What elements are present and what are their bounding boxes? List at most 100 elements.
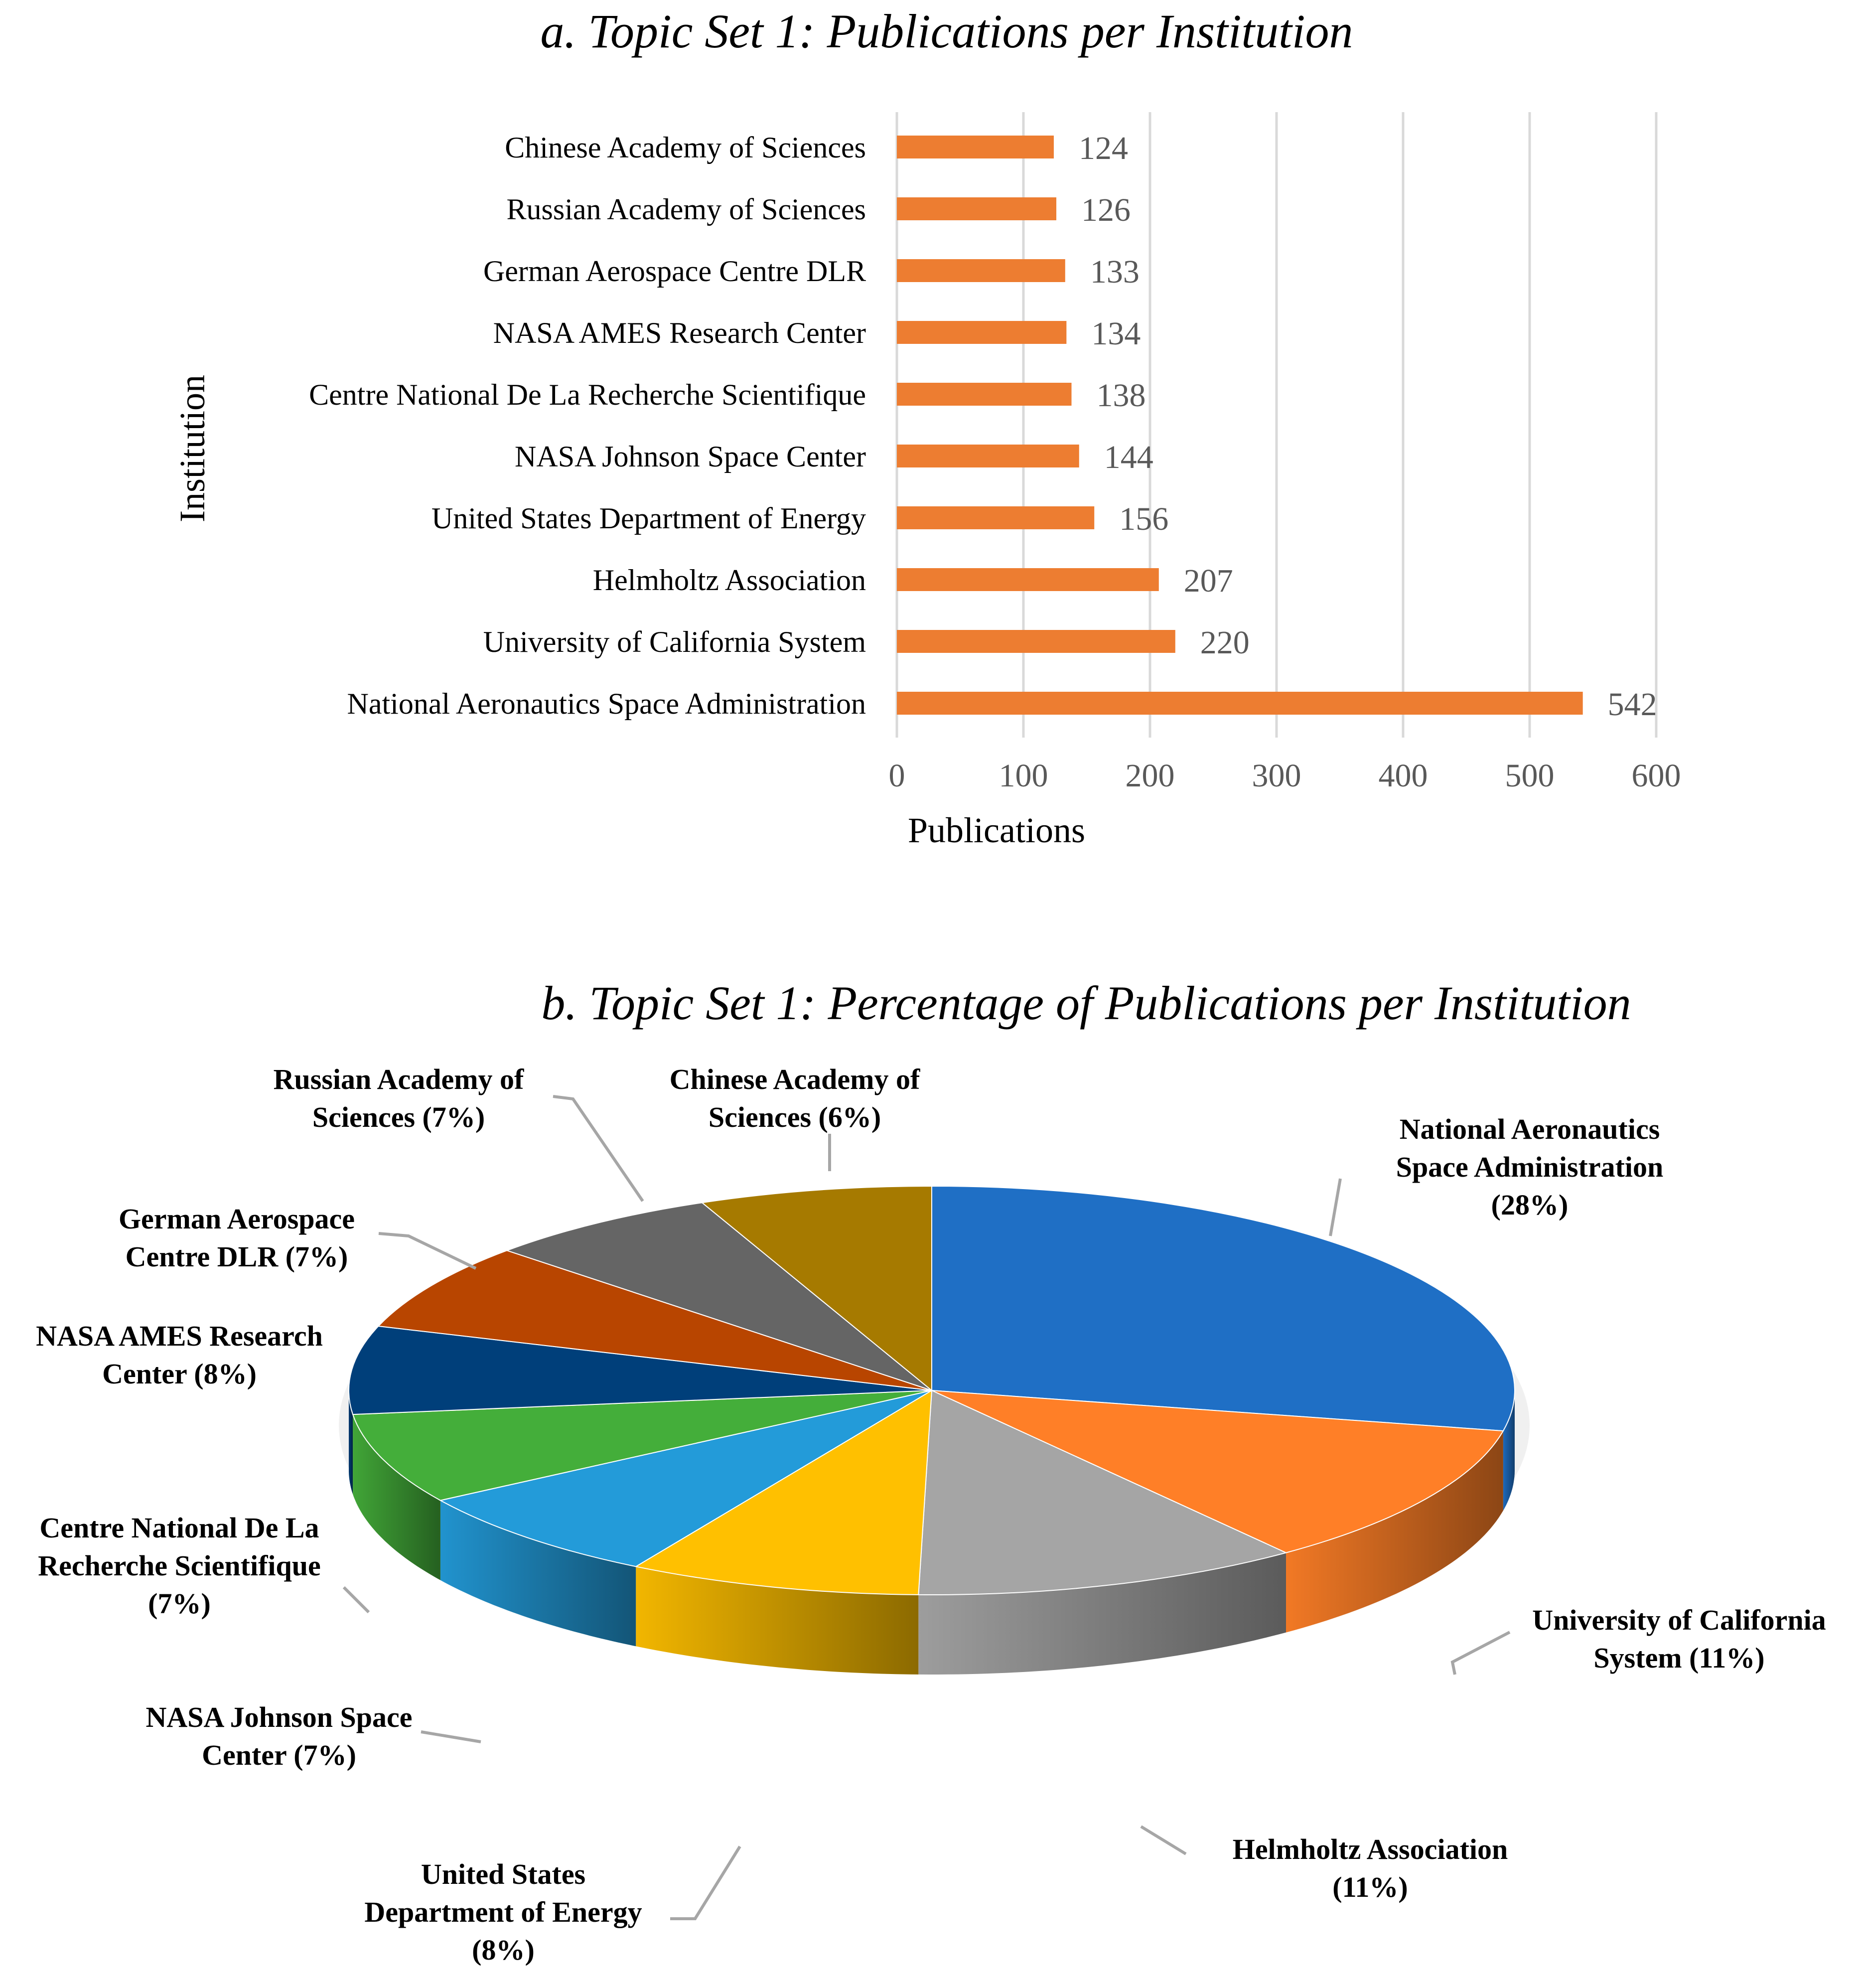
pie-slice xyxy=(918,1389,1287,1596)
bar-value-label: 156 xyxy=(1119,501,1168,537)
pie-leader-line xyxy=(342,1586,370,1614)
pie-slice xyxy=(701,1185,932,1392)
pie-label-line: Department of Energy xyxy=(364,1896,642,1928)
pie-label: University of California System (11%) xyxy=(1532,1604,1826,1674)
pie-label-line: Chinese Academy of xyxy=(670,1063,920,1095)
bar-value-label: 134 xyxy=(1091,315,1141,352)
pie-label-line: NASA Johnson Space xyxy=(145,1701,412,1733)
bar-chart-category-label: NASA AMES Research Center xyxy=(493,316,866,349)
pie-label-line: (8%) xyxy=(472,1934,535,1966)
bar xyxy=(897,136,1054,158)
pie-slice-side xyxy=(918,1552,1286,1675)
pie-side-walls xyxy=(349,1390,1515,1675)
pie-leader-line xyxy=(378,1232,477,1270)
bar-chart-category-label: Russian Academy of Sciences xyxy=(507,193,866,226)
pie-leader-line xyxy=(421,1730,481,1743)
bar xyxy=(897,321,1067,344)
pie-label-line: Helmholtz Association xyxy=(1233,1833,1508,1865)
pie-label-line: System (11%) xyxy=(1593,1642,1764,1674)
bar-chart-y-axis-title: Institution xyxy=(172,375,212,522)
pie-label: Chinese Academy of Sciences (6%) xyxy=(670,1063,920,1133)
pie-slice xyxy=(931,1390,1504,1553)
bar-value-label: 220 xyxy=(1200,624,1250,661)
pie-slice-side xyxy=(353,1414,440,1580)
bar-chart-category-label: University of California System xyxy=(483,625,866,658)
bar-chart-category-label: National Aeronautics Space Administratio… xyxy=(347,687,866,720)
bar xyxy=(897,383,1072,406)
bar-chart-x-tick-label: 200 xyxy=(1126,758,1175,794)
bar-chart-bars xyxy=(897,136,1583,715)
pie-leader-lines xyxy=(342,1095,1511,1920)
bar-chart-category-label: Centre National De La Recherche Scientif… xyxy=(309,378,866,411)
pie-label-line: Recherche Scientifique xyxy=(38,1549,321,1582)
bar-chart-x-tick-label: 0 xyxy=(889,758,905,794)
bar xyxy=(897,197,1057,220)
bar xyxy=(897,568,1159,591)
bar xyxy=(897,506,1095,529)
pie-leader-line xyxy=(670,1845,741,1920)
pie-slice-side xyxy=(636,1566,919,1675)
bar-chart-title: a. Topic Set 1: Publications per Institu… xyxy=(540,4,1353,58)
pie-label-line: NASA AMES Research xyxy=(36,1320,323,1352)
pie-label-line: (28%) xyxy=(1491,1189,1569,1221)
pie-leader-line xyxy=(1450,1631,1511,1675)
pie-label-line: Russian Academy of xyxy=(274,1063,524,1095)
pie-label-line: Sciences (6%) xyxy=(709,1101,881,1133)
pie-label: National Aeronautics Space Administration… xyxy=(1396,1113,1664,1221)
bar-chart-x-tick-label: 400 xyxy=(1379,758,1428,794)
pie-label-line: University of California xyxy=(1532,1604,1826,1636)
pie-slice-side xyxy=(1286,1431,1503,1633)
pie-label: German Aerospace Centre DLR (7%) xyxy=(119,1203,355,1273)
pie-label-line: Centre National De La xyxy=(39,1512,319,1544)
bar-chart-x-tick-label: 600 xyxy=(1632,758,1681,794)
pie-label-line: United States xyxy=(421,1858,585,1890)
bar-value-label: 138 xyxy=(1097,377,1146,414)
pie-labels: National Aeronautics Space Administration… xyxy=(36,1063,1826,1966)
bar-chart-category-label: Helmholtz Association xyxy=(593,564,866,597)
bar xyxy=(897,259,1065,282)
bar-value-label: 126 xyxy=(1081,192,1131,228)
bar-value-label: 542 xyxy=(1608,686,1657,723)
bar-chart-category-label: NASA Johnson Space Center xyxy=(515,440,866,473)
pie-slice-side xyxy=(349,1390,353,1495)
pie-chart: b. Topic Set 1: Percentage of Publicatio… xyxy=(36,976,1826,1966)
pie-leader-line xyxy=(1140,1825,1187,1855)
bar-chart-x-axis-title: Publications xyxy=(908,810,1085,850)
pie-slice xyxy=(348,1325,932,1415)
bar-chart-category-labels: Chinese Academy of Sciences Russian Acade… xyxy=(309,131,866,720)
pie-label-line: Centre DLR (7%) xyxy=(126,1240,348,1273)
bar-value-label: 124 xyxy=(1079,130,1128,166)
bar-chart-x-tick-labels: 0 100 200 300 400 500 600 xyxy=(889,758,1681,794)
bar-chart: a. Topic Set 1: Publications per Institu… xyxy=(172,4,1681,850)
bar-chart-category-label: United States Department of Energy xyxy=(431,502,866,535)
pie-label-line: Space Administration xyxy=(1396,1151,1664,1183)
bar-value-label: 207 xyxy=(1184,563,1233,599)
bar-chart-x-tick-label: 100 xyxy=(999,758,1048,794)
pie-label-line: German Aerospace xyxy=(119,1203,355,1235)
bar-chart-category-label: Chinese Academy of Sciences xyxy=(505,131,866,164)
pie-label-line: Sciences (7%) xyxy=(312,1101,485,1133)
pie-slice xyxy=(439,1390,932,1567)
bar-chart-x-tick-label: 500 xyxy=(1505,758,1555,794)
bar xyxy=(897,445,1079,467)
bar-chart-category-label: German Aerospace Centre DLR xyxy=(483,255,866,288)
pie-label-line: (11%) xyxy=(1332,1871,1408,1903)
pie-label-line: National Aeronautics xyxy=(1400,1113,1660,1145)
pie-leader-line xyxy=(1329,1178,1342,1236)
pie-slices xyxy=(348,1185,1516,1596)
pie-slice xyxy=(634,1389,933,1595)
pie-label: Helmholtz Association (11%) xyxy=(1233,1833,1508,1903)
pie-label: NASA Johnson Space Center (7%) xyxy=(145,1701,412,1771)
bar-value-label: 133 xyxy=(1090,254,1140,290)
pie-slice xyxy=(352,1390,932,1501)
pie-leader-line xyxy=(553,1095,644,1202)
bar xyxy=(897,692,1583,715)
pie-slice-side xyxy=(1503,1390,1515,1511)
pie-chart-title: b. Topic Set 1: Percentage of Publicatio… xyxy=(541,976,1631,1030)
pie-label: United States Department of Energy (8%) xyxy=(364,1858,642,1966)
pie-slice xyxy=(505,1202,932,1391)
bar xyxy=(897,630,1175,653)
pie-slice xyxy=(377,1250,932,1391)
pie-label: Russian Academy of Sciences (7%) xyxy=(274,1063,524,1133)
